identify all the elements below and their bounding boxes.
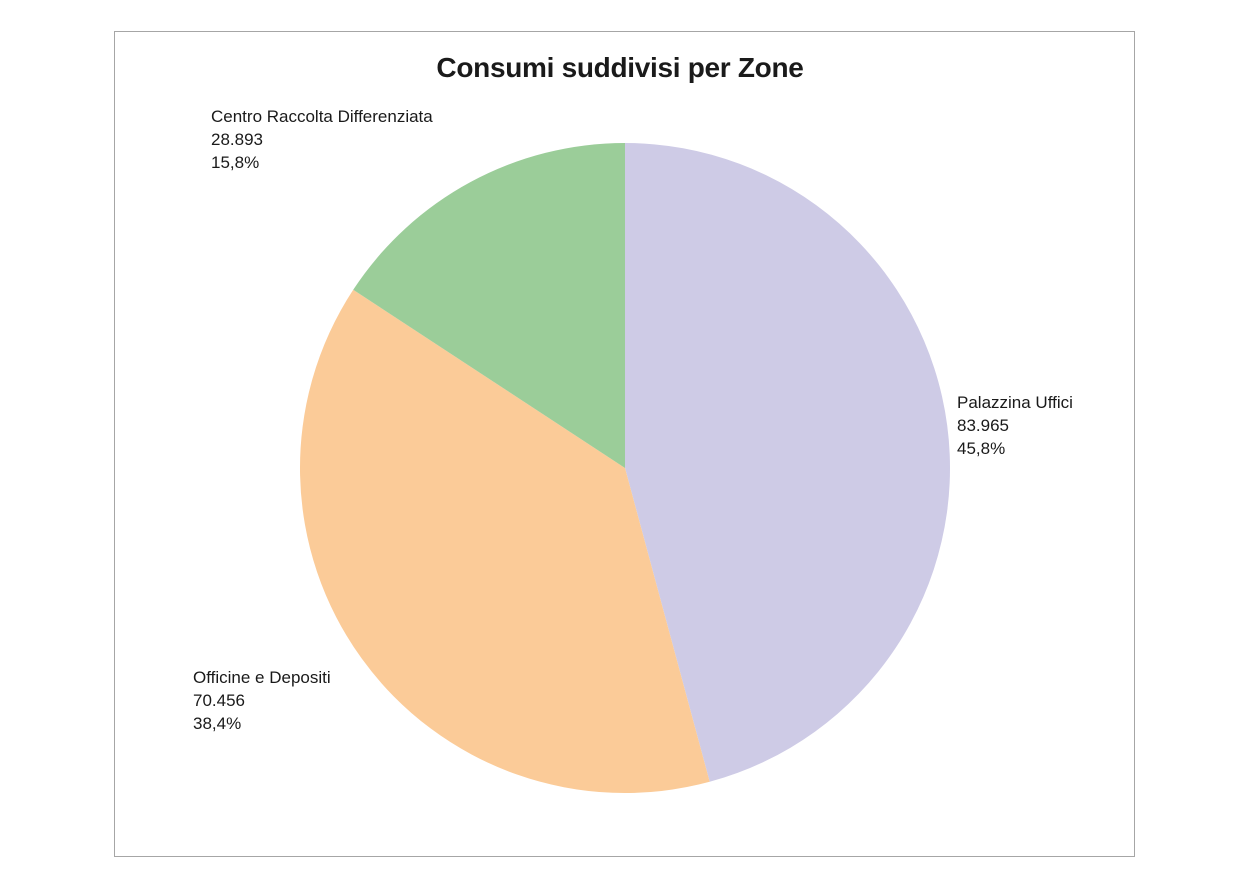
slice-name: Palazzina Uffici — [957, 393, 1073, 412]
pie-slice-officine-e-depositi — [299, 289, 710, 794]
slice-value: 28.893 — [211, 130, 263, 149]
slice-value: 70.456 — [193, 691, 245, 710]
slice-label-centro-raccolta-differenziata: Centro Raccolta Differenziata 28.893 15,… — [211, 105, 433, 174]
slice-percent: 45,8% — [957, 439, 1006, 458]
chart-title: Consumi suddivisi per Zone — [436, 52, 804, 83]
slice-name: Centro Raccolta Differenziata — [211, 107, 433, 126]
slice-value: 83.965 — [957, 416, 1009, 435]
slice-name: Officine e Depositi — [193, 668, 331, 687]
slice-label-palazzina-uffici: Palazzina Uffici 83.965 45,8% — [957, 391, 1073, 460]
slice-label-officine-e-depositi: Officine e Depositi 70.456 38,4% — [193, 666, 331, 735]
pie-slice-centro-raccolta-differenziata — [353, 143, 625, 468]
slice-percent: 15,8% — [211, 153, 260, 172]
pie-slices — [299, 143, 951, 794]
pie-slice-palazzina-uffici — [625, 143, 951, 782]
slice-percent: 38,4% — [193, 714, 242, 733]
